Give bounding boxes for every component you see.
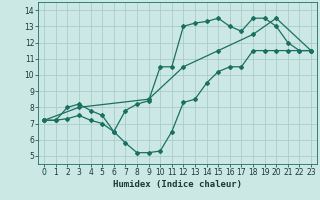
X-axis label: Humidex (Indice chaleur): Humidex (Indice chaleur) [113,180,242,189]
